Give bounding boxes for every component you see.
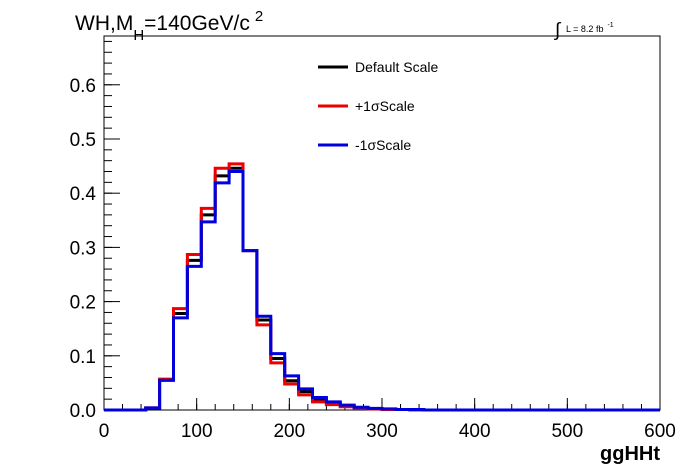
- lumi-text: L = 8.2 fb: [566, 24, 603, 34]
- x-tick-label: 400: [459, 421, 491, 442]
- title-superscript: 2: [255, 8, 263, 25]
- legend: Default Scale +1σScale -1σScale: [318, 59, 438, 153]
- title-rest: =140GeV/c: [144, 12, 250, 35]
- series-line-3: [104, 170, 660, 412]
- series-group: [104, 162, 660, 412]
- x-tick-label: 300: [366, 421, 398, 442]
- y-tick-label: 0.6: [70, 76, 96, 97]
- x-tick-label: 200: [273, 421, 305, 442]
- legend-label: -1σScale: [355, 137, 411, 153]
- legend-label: Default Scale: [355, 59, 438, 75]
- x-axis-label: ggHHt: [600, 443, 660, 465]
- lumi-label: L = 8.2 fb -1: [566, 22, 614, 34]
- y-tick-label: 0.3: [70, 238, 96, 259]
- y-axis: 0.0 0.1 0.2 0.3 0.4 0.5 0.6: [70, 40, 120, 422]
- x-tick-label: 600: [644, 421, 676, 442]
- y-tick-label: 0.2: [70, 293, 96, 314]
- y-tick-label: 0.0: [70, 401, 96, 422]
- x-tick-label: 100: [181, 421, 213, 442]
- lumi-integral-symbol: ∫: [554, 20, 562, 41]
- lumi-superscript: -1: [607, 22, 613, 29]
- title-main: WH,M: [75, 12, 133, 35]
- legend-label: +1σScale: [355, 98, 415, 114]
- y-tick-label: 0.5: [70, 130, 96, 151]
- y-tick-label: 0.4: [70, 184, 97, 205]
- x-tick-label: 500: [551, 421, 583, 442]
- x-axis: 0 100 200 300 400 500 600: [99, 398, 676, 442]
- x-tick-label: 0: [99, 421, 110, 442]
- y-tick-label: 0.1: [70, 347, 96, 368]
- chart-title: WH,MH=140GeV/c 2: [75, 8, 263, 44]
